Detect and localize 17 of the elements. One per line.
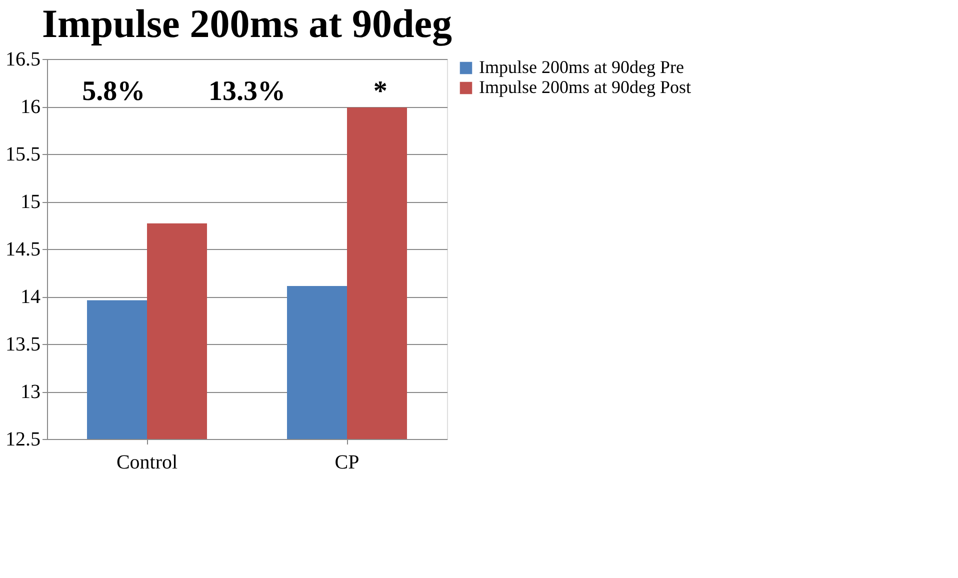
y-tick-label: 12.5 [6, 428, 40, 450]
y-tick-label: 15 [20, 191, 40, 213]
legend-label: Impulse 200ms at 90deg Post [479, 77, 691, 97]
y-tick-label: 14 [20, 286, 40, 308]
y-tick-label: 16.5 [6, 48, 40, 70]
annotation: 5.8% [82, 76, 146, 107]
y-tick-label: 13 [20, 381, 40, 403]
x-tick-label: CP [334, 452, 360, 474]
x-tick-label: Control [116, 452, 178, 474]
y-tick-label: 14.5 [6, 238, 40, 260]
y-tick-label: 13.5 [6, 334, 40, 356]
chart-title: Impulse 200ms at 90deg [42, 1, 452, 46]
legend-label: Impulse 200ms at 90deg Pre [479, 57, 684, 77]
annotation: * [373, 76, 388, 107]
annotation: 13.3% [208, 76, 286, 107]
y-tick-label: 15.5 [6, 144, 40, 166]
y-tick-label: 16 [20, 96, 40, 118]
